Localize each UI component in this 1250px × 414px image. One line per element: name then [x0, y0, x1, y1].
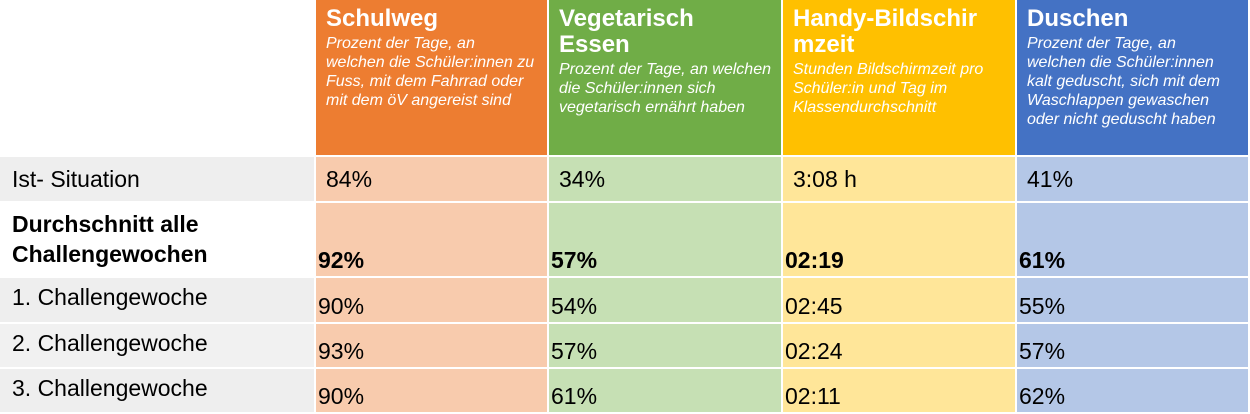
table-cell: 57% [1017, 324, 1250, 369]
table-cell: 54% [549, 278, 783, 324]
table-cell: 62% [1017, 369, 1250, 414]
column-header-handy: Handy-Bildschirmzeit Stunden Bildschirmz… [783, 0, 1017, 157]
table-cell: 02:19 [783, 203, 1017, 278]
column-title: Vegetarisch Essen [559, 5, 694, 58]
table-cell: 90% [316, 278, 549, 324]
table-cell: 02:24 [783, 324, 1017, 369]
table-cell: 34% [549, 157, 783, 203]
column-title: Schulweg [326, 5, 439, 32]
column-subtitle: Prozent der Tage, an welchen die Schüler… [559, 61, 771, 116]
column-subtitle: Prozent der Tage, an welchen die Schüler… [326, 35, 535, 109]
column-subtitle: Prozent der Tage, an welchen die Schüler… [1027, 35, 1220, 128]
table-cell: 02:11 [783, 369, 1017, 414]
row-label-woche-2: 2. Challengewoche [0, 324, 316, 369]
table-cell: 92% [316, 203, 549, 278]
table-cell: 61% [549, 369, 783, 414]
row-label-woche-3: 3. Challengewoche [0, 369, 316, 414]
table-cell: 3:08 h [783, 157, 1017, 203]
table-cell: 93% [316, 324, 549, 369]
row-label-ist-situation: Ist- Situation [0, 157, 316, 203]
column-header-vegetarisch: Vegetarisch Essen Prozent der Tage, an w… [549, 0, 783, 157]
column-header-duschen: Duschen Prozent der Tage, an welchen die… [1017, 0, 1250, 157]
row-label-durchschnitt: Durchschnitt alle Challengewochen [0, 203, 316, 278]
column-title: Duschen [1027, 5, 1129, 32]
column-title: Handy-Bildschirmzeit [793, 5, 978, 58]
table-cell: 90% [316, 369, 549, 414]
row-label-woche-1: 1. Challengewoche [0, 278, 316, 324]
table-cell: 84% [316, 157, 549, 203]
table-cell: 57% [549, 203, 783, 278]
table-cell: 02:45 [783, 278, 1017, 324]
column-subtitle: Stunden Bildschirmzeit pro Schüler:in un… [793, 61, 984, 116]
table-cell: 55% [1017, 278, 1250, 324]
table-cell: 41% [1017, 157, 1250, 203]
table-cell: 57% [549, 324, 783, 369]
column-header-schulweg: Schulweg Prozent der Tage, an welchen di… [316, 0, 549, 157]
table-cell: 61% [1017, 203, 1250, 278]
table-corner [0, 0, 316, 157]
